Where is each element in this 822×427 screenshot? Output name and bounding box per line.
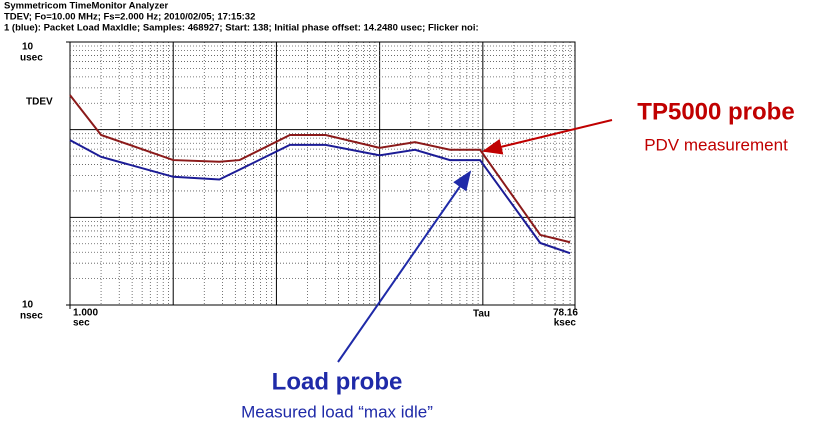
plot-area	[69, 41, 576, 306]
title: Symmetricom TimeMonitor Analyzer	[4, 1, 168, 12]
y-axis-label: TDEV	[26, 97, 53, 108]
annotation-text: PDV measurement	[644, 135, 788, 154]
x-tick-label: 1.000	[73, 308, 98, 319]
annotation-title: Load probe	[272, 368, 403, 395]
series-header: 1 (blue): Packet Load MaxIdle; Samples: …	[4, 23, 479, 34]
series-line	[69, 139, 571, 255]
y-tick-unit: nsec	[20, 311, 43, 322]
annotation-title: TP5000 probe	[637, 98, 794, 125]
x-tick-unit: ksec	[554, 318, 577, 329]
y-tick-label: 10	[22, 300, 34, 311]
annotation-arrow	[482, 119, 613, 155]
y-tick-unit: usec	[20, 53, 43, 64]
subtitle: TDEV; Fo=10.00 MHz; Fs=2.000 Hz; 2010/02…	[4, 12, 255, 23]
annotation-arrow	[337, 170, 472, 363]
x-axis-label: Tau	[473, 309, 490, 320]
annotation-text: Measured load “max idle”	[241, 402, 433, 421]
x-tick-unit: sec	[73, 318, 90, 329]
series-line	[69, 94, 571, 244]
y-tick-label: 10	[22, 42, 34, 53]
x-tick-label: 78.16	[553, 308, 578, 319]
